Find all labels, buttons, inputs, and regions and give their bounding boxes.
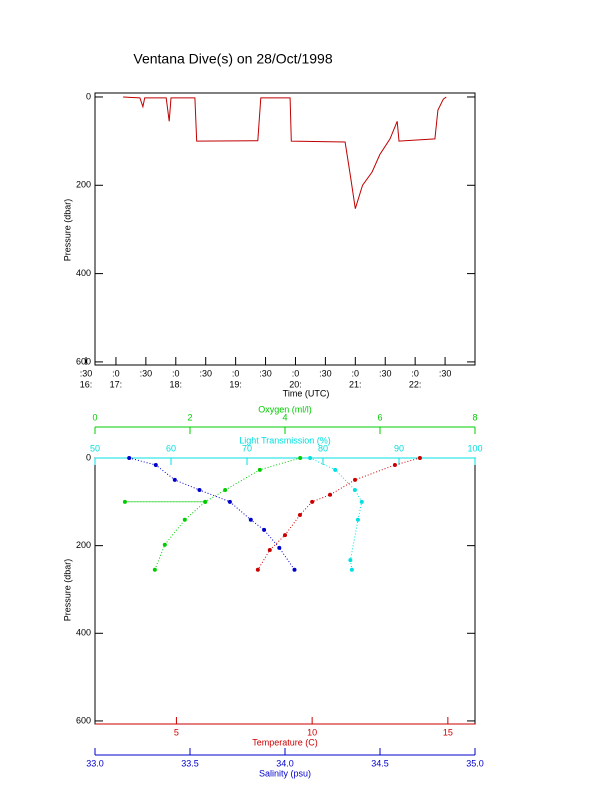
plot-frame bbox=[94, 457, 476, 725]
x-tick-label: :30 bbox=[199, 368, 212, 378]
x-tick-label: 21: bbox=[349, 379, 362, 389]
data-point bbox=[162, 542, 167, 547]
x-tick-label: 5 bbox=[174, 727, 179, 737]
x-tick-label: 6 bbox=[377, 412, 382, 422]
data-point bbox=[308, 456, 313, 460]
data-point bbox=[349, 567, 354, 572]
x-tick-label: :30 bbox=[80, 368, 93, 378]
x-tick-label: 16: bbox=[80, 379, 93, 389]
data-point bbox=[328, 492, 333, 497]
x-tick-label: :0 bbox=[112, 368, 120, 378]
x-tick-label: 60 bbox=[166, 443, 176, 453]
x-tick-label: 2 bbox=[187, 412, 192, 422]
y-tick-label: 600 bbox=[76, 356, 91, 366]
y-tick-label: 200 bbox=[76, 180, 91, 190]
x-tick-label: 10 bbox=[307, 727, 317, 737]
x-tick-label: 100 bbox=[467, 443, 482, 453]
x-tick-label: 19: bbox=[229, 379, 242, 389]
data-point bbox=[310, 499, 315, 504]
data-point bbox=[392, 463, 397, 468]
x-tick-label: 18: bbox=[170, 379, 183, 389]
x-tick-label: 70 bbox=[242, 443, 252, 453]
y-axis-label: Pressure (dbar) bbox=[62, 559, 72, 622]
x-tick-label: 15 bbox=[443, 727, 453, 737]
x-tick-label: :0 bbox=[172, 368, 180, 378]
x-tick-label: :0 bbox=[232, 368, 240, 378]
profile-trace bbox=[124, 457, 301, 570]
x-axis-label: Temperature (C) bbox=[252, 737, 318, 747]
x-axis-label: Light Transmission (%) bbox=[239, 435, 331, 445]
x-tick-label: 17: bbox=[110, 379, 123, 389]
x-tick-label: 4 bbox=[282, 412, 287, 422]
data-point bbox=[223, 487, 228, 492]
x-tick-label: 20: bbox=[289, 379, 302, 389]
x-tick-label: :30 bbox=[319, 368, 332, 378]
x-tick-label: :0 bbox=[411, 368, 419, 378]
x-tick-label: :30 bbox=[379, 368, 392, 378]
x-axis-label: Oxygen (ml/l) bbox=[258, 404, 312, 414]
profile-trace bbox=[309, 457, 363, 570]
y-tick-label: 600 bbox=[76, 715, 91, 725]
y-tick-label: 400 bbox=[76, 628, 91, 638]
data-point bbox=[267, 548, 272, 553]
data-point bbox=[297, 512, 302, 517]
x-tick-label: 33.0 bbox=[86, 758, 104, 768]
data-point bbox=[292, 567, 297, 572]
x-tick-label: :0 bbox=[292, 368, 300, 378]
data-point bbox=[227, 499, 232, 504]
data-point bbox=[355, 517, 360, 522]
x-tick-label: 35.0 bbox=[466, 758, 484, 768]
plot-frame bbox=[94, 92, 476, 366]
data-point bbox=[255, 567, 260, 572]
profile-trace bbox=[257, 457, 421, 570]
x-tick-label: 80 bbox=[318, 443, 328, 453]
x-tick-label: 8 bbox=[472, 412, 477, 422]
y-tick-label: 0 bbox=[86, 452, 91, 462]
x-axis-label: Salinity (psu) bbox=[259, 768, 311, 778]
x-tick-label: :30 bbox=[140, 368, 153, 378]
x-tick-label: :30 bbox=[439, 368, 452, 378]
x-tick-label: 34.0 bbox=[276, 758, 294, 768]
x-tick-label: :30 bbox=[259, 368, 272, 378]
x-tick-label: :0 bbox=[352, 368, 360, 378]
y-tick-label: 0 bbox=[86, 91, 91, 101]
data-line bbox=[123, 96, 447, 209]
x-tick-label: 0 bbox=[92, 412, 97, 422]
x-tick-label: 34.5 bbox=[371, 758, 389, 768]
profile-trace bbox=[129, 457, 295, 570]
y-tick-label: 400 bbox=[76, 268, 91, 278]
y-tick-label: 200 bbox=[76, 540, 91, 550]
data-point bbox=[353, 477, 358, 482]
chart-title: Ventana Dive(s) on 28/Oct/1998 bbox=[133, 51, 332, 67]
x-tick-label: 22: bbox=[409, 379, 422, 389]
x-tick-label: 90 bbox=[394, 443, 404, 453]
data-point bbox=[122, 499, 127, 504]
data-point bbox=[152, 567, 157, 572]
y-axis-label: Pressure (dbar) bbox=[62, 199, 72, 262]
data-point bbox=[352, 487, 357, 492]
x-tick-label: 33.5 bbox=[181, 758, 199, 768]
x-axis-label: Time (UTC) bbox=[283, 388, 330, 398]
x-tick-label: 50 bbox=[90, 443, 100, 453]
